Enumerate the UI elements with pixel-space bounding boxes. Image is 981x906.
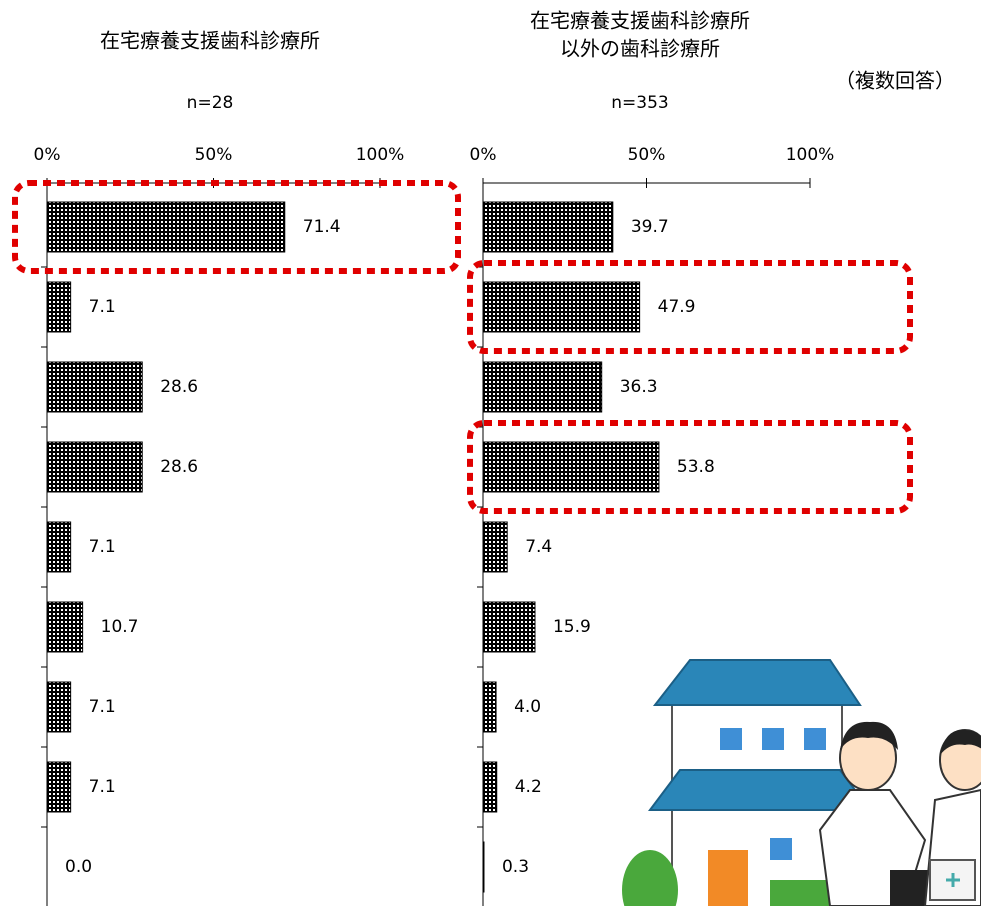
- x-tick-label: 0%: [470, 145, 497, 165]
- value-label: 39.7: [631, 217, 669, 237]
- bar: [482, 201, 614, 253]
- x-tick-label: 100%: [786, 145, 835, 165]
- value-label: 0.0: [65, 857, 92, 877]
- bar: [482, 521, 508, 573]
- bar: [482, 601, 536, 653]
- bar: [46, 681, 72, 733]
- highlight-box: [467, 260, 913, 354]
- bar: [482, 281, 641, 333]
- value-label: 53.8: [677, 457, 715, 477]
- value-label: 15.9: [553, 617, 591, 637]
- bar: [482, 441, 660, 493]
- value-label: 7.1: [89, 537, 116, 557]
- bar: [46, 521, 72, 573]
- bar: [46, 361, 143, 413]
- x-tick-label: 100%: [356, 145, 405, 165]
- bar: [46, 441, 143, 493]
- value-label: 7.1: [89, 777, 116, 797]
- value-label: 36.3: [620, 377, 658, 397]
- bar: [46, 281, 72, 333]
- chart-title: 在宅療養支援歯科診療所: [100, 29, 320, 53]
- value-label: 10.7: [101, 617, 139, 637]
- x-tick-label: 50%: [628, 145, 666, 165]
- value-label: 7.1: [89, 297, 116, 317]
- note: （複数回答）: [835, 69, 955, 93]
- value-label: 4.0: [514, 697, 541, 717]
- value-label: 7.1: [89, 697, 116, 717]
- bar: [46, 761, 72, 813]
- value-label: 4.2: [515, 777, 542, 797]
- bar: [482, 761, 498, 813]
- illustration: [622, 659, 981, 906]
- value-label: 0.3: [502, 857, 529, 877]
- value-label: 71.4: [303, 217, 341, 237]
- value-label: 7.4: [525, 537, 552, 557]
- bar: [482, 681, 497, 733]
- bar: [46, 601, 84, 653]
- bar: [46, 201, 286, 253]
- value-label: 28.6: [160, 377, 198, 397]
- chart-title: 以外の歯科診療所: [560, 37, 720, 61]
- bar: [482, 361, 603, 413]
- subtitle: n=28: [187, 93, 234, 113]
- value-label: 47.9: [658, 297, 696, 317]
- chart-title: 在宅療養支援歯科診療所: [530, 9, 750, 33]
- highlight-box: [12, 180, 461, 274]
- highlight-box: [467, 420, 913, 514]
- subtitle: n=353: [611, 93, 668, 113]
- value-label: 28.6: [160, 457, 198, 477]
- bar: [482, 841, 485, 893]
- x-tick-label: 50%: [195, 145, 233, 165]
- x-tick-label: 0%: [34, 145, 61, 165]
